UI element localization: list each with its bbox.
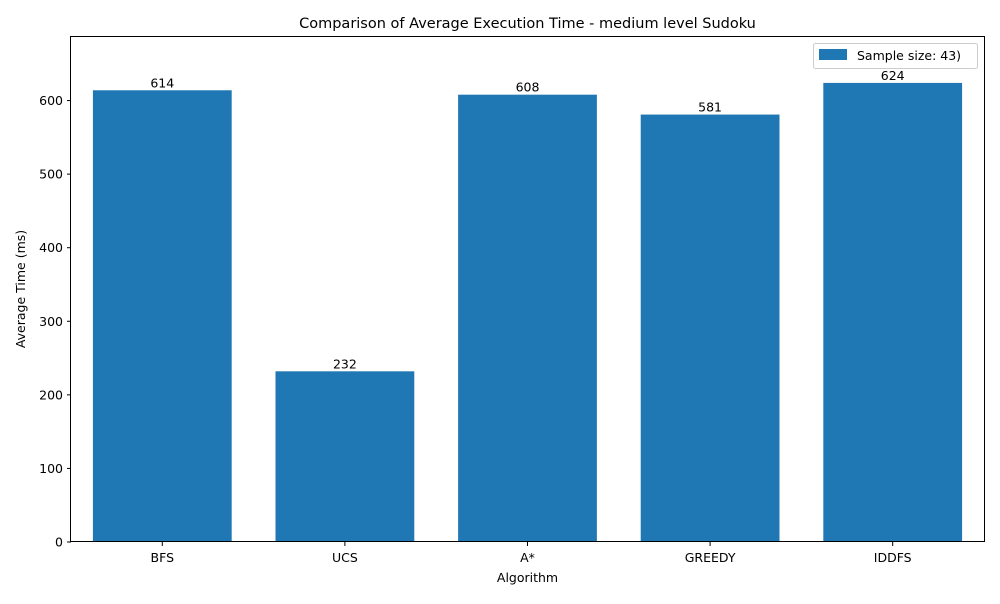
y-tick-label: 0 xyxy=(55,535,63,550)
x-tick-label: A* xyxy=(520,550,535,565)
data-label: 614 xyxy=(150,75,174,90)
x-tick-label: UCS xyxy=(332,550,358,565)
x-axis: BFS UCS A* GREEDY IDDFS xyxy=(151,542,912,565)
bar xyxy=(275,371,415,542)
legend-box xyxy=(813,43,978,69)
y-tick-label: 600 xyxy=(39,93,63,108)
y-axis-label: Average Time (ms) xyxy=(13,230,28,348)
x-tick-label: IDDFS xyxy=(874,550,912,565)
data-label: 232 xyxy=(333,356,357,371)
y-tick-label: 400 xyxy=(39,240,63,255)
legend: Sample size: 43) xyxy=(813,43,978,69)
x-tick-label: BFS xyxy=(151,550,175,565)
y-tick-label: 300 xyxy=(39,314,63,329)
legend-swatch xyxy=(819,49,847,60)
bar xyxy=(458,94,597,543)
bars-layer xyxy=(92,82,963,543)
y-axis: 0 100 200 300 400 500 600 xyxy=(39,93,71,550)
y-tick-label: 200 xyxy=(39,387,63,402)
bar xyxy=(823,82,963,542)
data-label: 581 xyxy=(698,100,722,115)
chart-title: Comparison of Average Execution Time - m… xyxy=(299,16,756,32)
y-tick-label: 500 xyxy=(39,167,63,182)
y-tick-label: 100 xyxy=(39,461,63,476)
legend-label: Sample size: 43) xyxy=(857,48,961,63)
x-axis-label: Algorithm xyxy=(497,570,558,585)
data-labels-layer: 614 232 608 581 624 xyxy=(150,68,904,371)
bar xyxy=(92,90,232,543)
data-label: 608 xyxy=(516,80,540,95)
bar xyxy=(640,114,780,543)
plot-frame xyxy=(70,36,985,542)
x-tick-label: GREEDY xyxy=(685,550,736,565)
data-label: 624 xyxy=(881,68,905,83)
